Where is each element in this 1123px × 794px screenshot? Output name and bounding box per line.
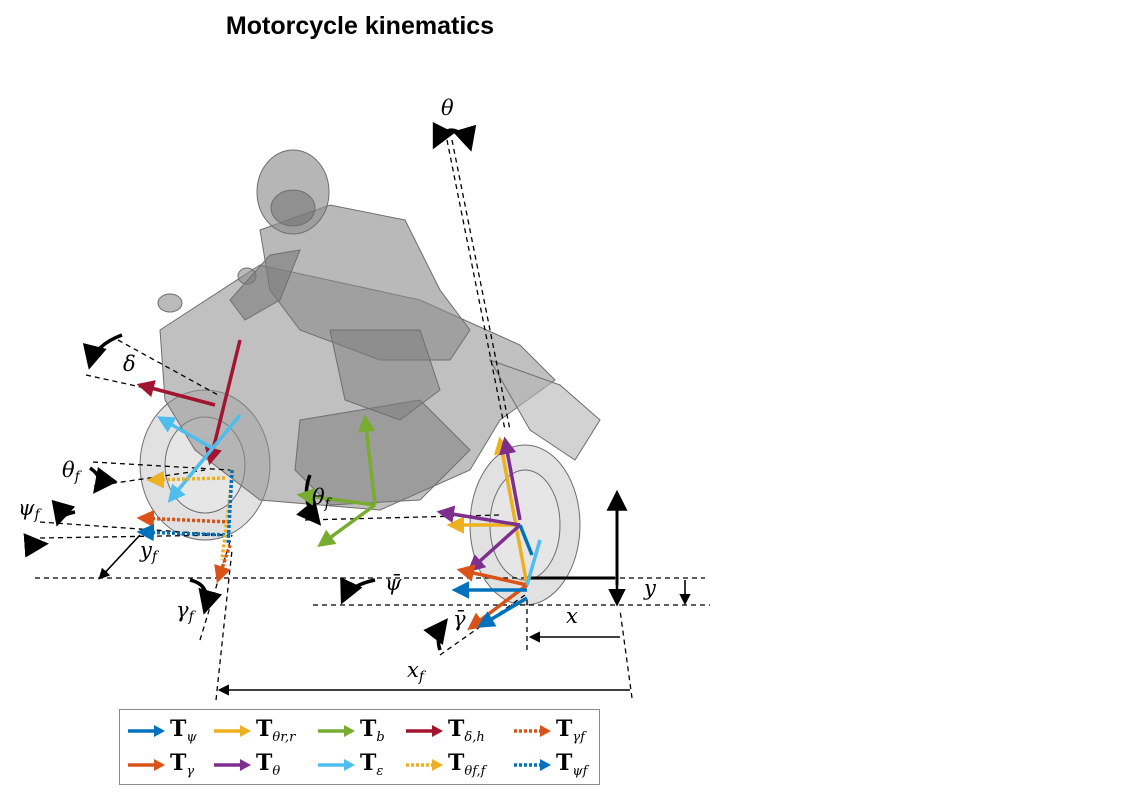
legend-swatch-arrow	[128, 725, 165, 737]
legend-label: Tγ	[170, 750, 195, 779]
legend-item: Tε	[316, 750, 383, 780]
label-x: x	[566, 604, 578, 628]
legend-swatch-arrow	[406, 725, 443, 737]
diagram-title: Motorcycle kinematics	[225, 12, 495, 40]
legend-item: Tθ	[212, 750, 280, 780]
legend-label: Tb	[360, 716, 385, 745]
legend-item: Tψf	[512, 750, 587, 780]
legend-label: Tδ,h	[448, 716, 485, 745]
legend-swatch-arrow	[514, 759, 551, 771]
legend-item: Tγ	[126, 750, 194, 780]
label-psi-f: ψf	[18, 496, 40, 523]
label-gamma-bar: γ̄	[453, 607, 466, 631]
legend-swatch-arrow	[406, 759, 443, 771]
label-delta: δ	[123, 352, 136, 376]
legend-swatch-arrow	[214, 759, 251, 771]
legend-swatch-arrow	[318, 725, 355, 737]
legend-item: Tθr,r	[212, 716, 295, 746]
label-psi-bar: ψ̄	[385, 571, 402, 595]
legend-label: Tψ	[170, 716, 197, 745]
label-y: y	[644, 576, 656, 600]
legend-item: Tψ	[126, 716, 197, 746]
dimension-arrows	[98, 489, 691, 696]
label-x-f: xf	[407, 658, 425, 685]
label-theta-f-rear: θf	[312, 485, 330, 512]
legend-item: Tb	[316, 716, 385, 746]
label-gamma-f: γf	[176, 598, 194, 625]
legend-item: Tδ,h	[404, 716, 485, 746]
legend-label: Tγf	[556, 716, 585, 745]
legend: Tψ Tθr,r Tb Tδ,h Tγf Tγ Tθ Tε Tθf,f Tψf	[119, 709, 600, 785]
legend-item: Tγf	[512, 716, 585, 746]
label-theta: θ	[441, 96, 454, 120]
legend-swatch-arrow	[318, 759, 355, 771]
legend-label: Tθf,f	[448, 750, 486, 779]
legend-label: Tε	[360, 750, 384, 779]
colored-vectors	[136, 339, 542, 631]
legend-swatch-arrow	[514, 725, 551, 737]
legend-item: Tθf,f	[404, 750, 486, 780]
motorcycle-silhouette	[139, 149, 601, 606]
legend-label: Tθr,r	[256, 716, 296, 745]
legend-label: Tθ	[256, 750, 281, 779]
legend-swatch-arrow	[214, 725, 251, 737]
label-y-f: yf	[140, 538, 158, 565]
legend-label: Tψf	[556, 750, 588, 779]
legend-swatch-arrow	[128, 759, 165, 771]
label-theta-f-front: θf	[62, 458, 80, 485]
